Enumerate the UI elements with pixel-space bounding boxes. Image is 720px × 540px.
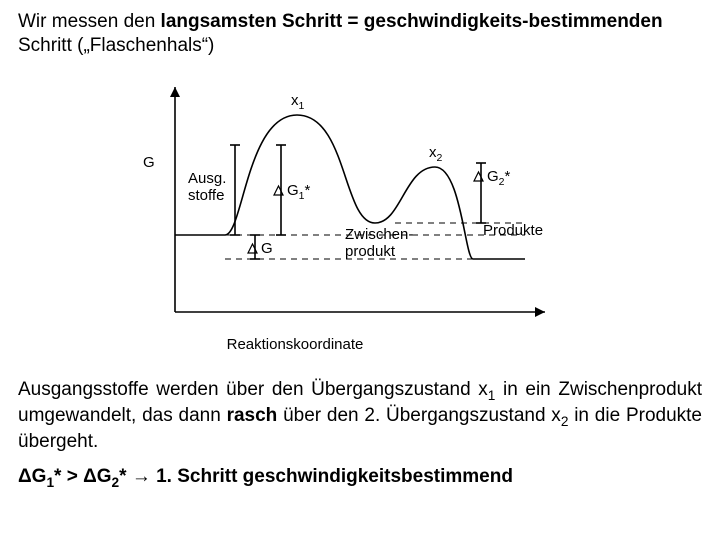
svg-text:G: G: [261, 240, 273, 257]
body-pre1: Ausgangsstoffe werden über den Übergangs…: [18, 379, 488, 400]
concl-asub: 1: [46, 474, 54, 489]
concl-bsub: 2: [112, 474, 120, 489]
concl-c: * → 1. Schritt geschwindigkeitsbestimmen…: [119, 466, 513, 487]
svg-text:stoffe: stoffe: [188, 187, 224, 204]
heading-pre: Wir messen den: [18, 11, 161, 32]
svg-text:G1*: G1*: [287, 182, 311, 202]
svg-text:x2: x2: [429, 144, 443, 164]
svg-text:x1: x1: [291, 92, 305, 112]
slide-heading: Wir messen den langsamsten Schritt = ges…: [18, 10, 702, 59]
concl-b: * > ΔG: [54, 466, 111, 487]
concl-a: ΔG: [18, 466, 46, 487]
body-mid2: über den 2. Übergangszustand x: [277, 405, 561, 426]
svg-text:G: G: [143, 154, 155, 171]
body-paragraph: Ausgangsstoffe werden über den Übergangs…: [18, 378, 702, 455]
energy-diagram-container: G Reaktionskoordinate x1 x2 Ausg.stoffe G1* G2…: [18, 67, 702, 362]
heading-post: Schritt („Flaschenhals“): [18, 35, 214, 56]
energy-diagram: G Reaktionskoordinate x1 x2 Ausg.stoffe G1* G2…: [125, 67, 595, 357]
svg-text:produkt: produkt: [345, 243, 396, 260]
svg-text:Zwischen-: Zwischen-: [345, 226, 413, 243]
svg-text:Produkte: Produkte: [483, 222, 543, 239]
svg-text:G2*: G2*: [487, 168, 511, 188]
body-bold: rasch: [227, 405, 278, 426]
svg-text:Reaktionskoordinate: Reaktionskoordinate: [227, 336, 364, 353]
conclusion-line: ΔG1* > ΔG2* → 1. Schritt geschwindigkeit…: [18, 465, 702, 491]
heading-bold: langsamsten Schritt = geschwindigkeits-b…: [161, 11, 663, 32]
svg-text:Ausg.: Ausg.: [188, 170, 226, 187]
